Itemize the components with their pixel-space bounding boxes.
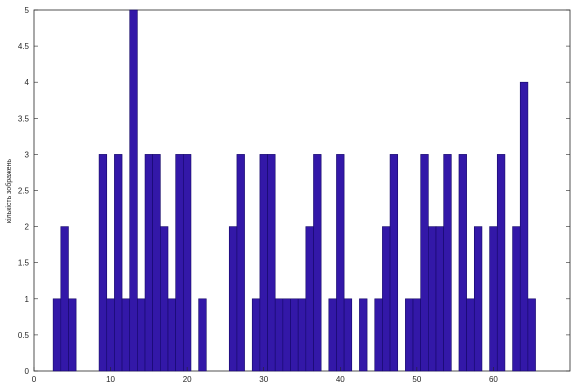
bar bbox=[228, 226, 238, 372]
y-tick-label: 1.5 bbox=[18, 259, 30, 268]
bars-group bbox=[52, 9, 536, 372]
bar bbox=[336, 154, 345, 372]
bar bbox=[359, 298, 368, 372]
x-tick-label: 20 bbox=[183, 375, 192, 384]
bar bbox=[60, 226, 69, 372]
bar bbox=[251, 298, 261, 372]
bar bbox=[183, 154, 192, 372]
bar bbox=[297, 298, 307, 372]
bar bbox=[160, 226, 169, 372]
bar bbox=[519, 81, 529, 372]
x-tick-label: 0 bbox=[32, 375, 37, 384]
y-tick-label: 0.5 bbox=[18, 331, 30, 340]
y-tick-label: 4.5 bbox=[18, 42, 30, 51]
bar bbox=[389, 154, 399, 372]
bar bbox=[198, 298, 207, 372]
bar bbox=[274, 298, 284, 372]
bar bbox=[282, 298, 291, 372]
bar bbox=[267, 154, 276, 372]
bar bbox=[259, 154, 268, 372]
bar bbox=[374, 298, 383, 372]
bar bbox=[290, 298, 299, 372]
y-tick-label: 2 bbox=[25, 223, 30, 232]
bar bbox=[167, 298, 176, 372]
bar bbox=[313, 154, 322, 372]
bar bbox=[405, 298, 414, 372]
y-tick-label: 3 bbox=[25, 150, 30, 159]
bar bbox=[129, 9, 138, 372]
y-tick-label: 1 bbox=[25, 295, 30, 304]
bar bbox=[412, 298, 421, 372]
y-tick-label: 4 bbox=[25, 78, 30, 87]
y-tick-label: 5 bbox=[25, 6, 30, 15]
bar bbox=[496, 154, 506, 372]
bar bbox=[527, 298, 536, 372]
bar bbox=[68, 298, 77, 372]
bar bbox=[466, 298, 475, 372]
bar bbox=[152, 154, 161, 372]
bar bbox=[114, 154, 123, 372]
bar bbox=[236, 154, 245, 372]
bar bbox=[305, 226, 314, 372]
y-axis-label: кількість зображень bbox=[5, 159, 13, 224]
bar bbox=[343, 298, 353, 372]
y-tick-label: 2.5 bbox=[18, 187, 30, 196]
x-axis-ticks: 0 10 20 30 40 50 60 bbox=[32, 367, 498, 384]
bar bbox=[489, 226, 498, 372]
x-tick-label: 10 bbox=[106, 375, 115, 384]
bar bbox=[106, 298, 115, 372]
bar bbox=[420, 154, 429, 372]
bar bbox=[458, 154, 467, 372]
bar bbox=[512, 226, 521, 372]
bar bbox=[443, 154, 452, 372]
bar bbox=[121, 298, 131, 372]
bar bbox=[98, 154, 108, 372]
x-tick-label: 60 bbox=[489, 375, 498, 384]
bar bbox=[52, 298, 62, 372]
bar bbox=[428, 226, 437, 372]
x-tick-label: 50 bbox=[412, 375, 421, 384]
x-tick-label: 30 bbox=[259, 375, 268, 384]
bar bbox=[137, 298, 146, 372]
bar bbox=[382, 226, 391, 372]
y-axis-ticks: 0 0.5 1 1.5 2 2.5 3 3.5 4 4.5 5 bbox=[18, 6, 570, 376]
bar bbox=[175, 154, 184, 372]
y-tick-label: 0 bbox=[25, 367, 30, 376]
bar bbox=[144, 154, 153, 372]
x-tick-label: 40 bbox=[336, 375, 345, 384]
y-tick-label: 3.5 bbox=[18, 114, 30, 123]
bar bbox=[435, 226, 444, 372]
bar bbox=[328, 298, 337, 372]
bar bbox=[473, 226, 483, 372]
